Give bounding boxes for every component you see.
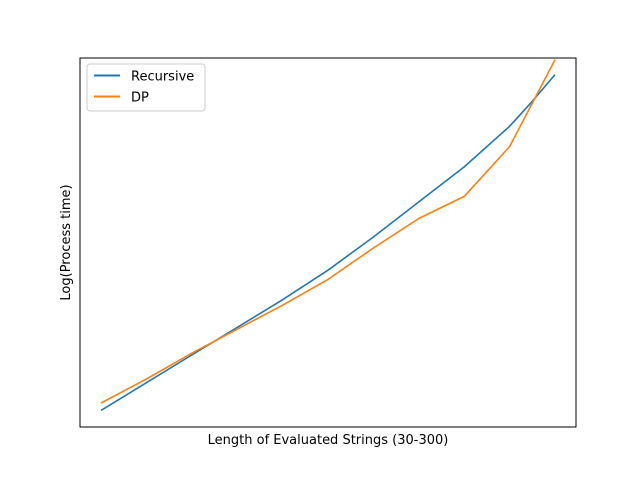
- series-line-recursive: [100, 74, 556, 412]
- legend-label-dp: DP: [131, 91, 149, 106]
- series-line-dp: [100, 59, 556, 404]
- legend: Recursive DP: [86, 63, 206, 112]
- legend-label-recursive: Recursive: [131, 70, 194, 85]
- series-layer: [100, 59, 556, 412]
- x-axis-label: Length of Evaluated Strings (30-300): [208, 433, 449, 448]
- plot-frame: [79, 57, 577, 428]
- y-axis-label: Log(Process time): [59, 184, 74, 300]
